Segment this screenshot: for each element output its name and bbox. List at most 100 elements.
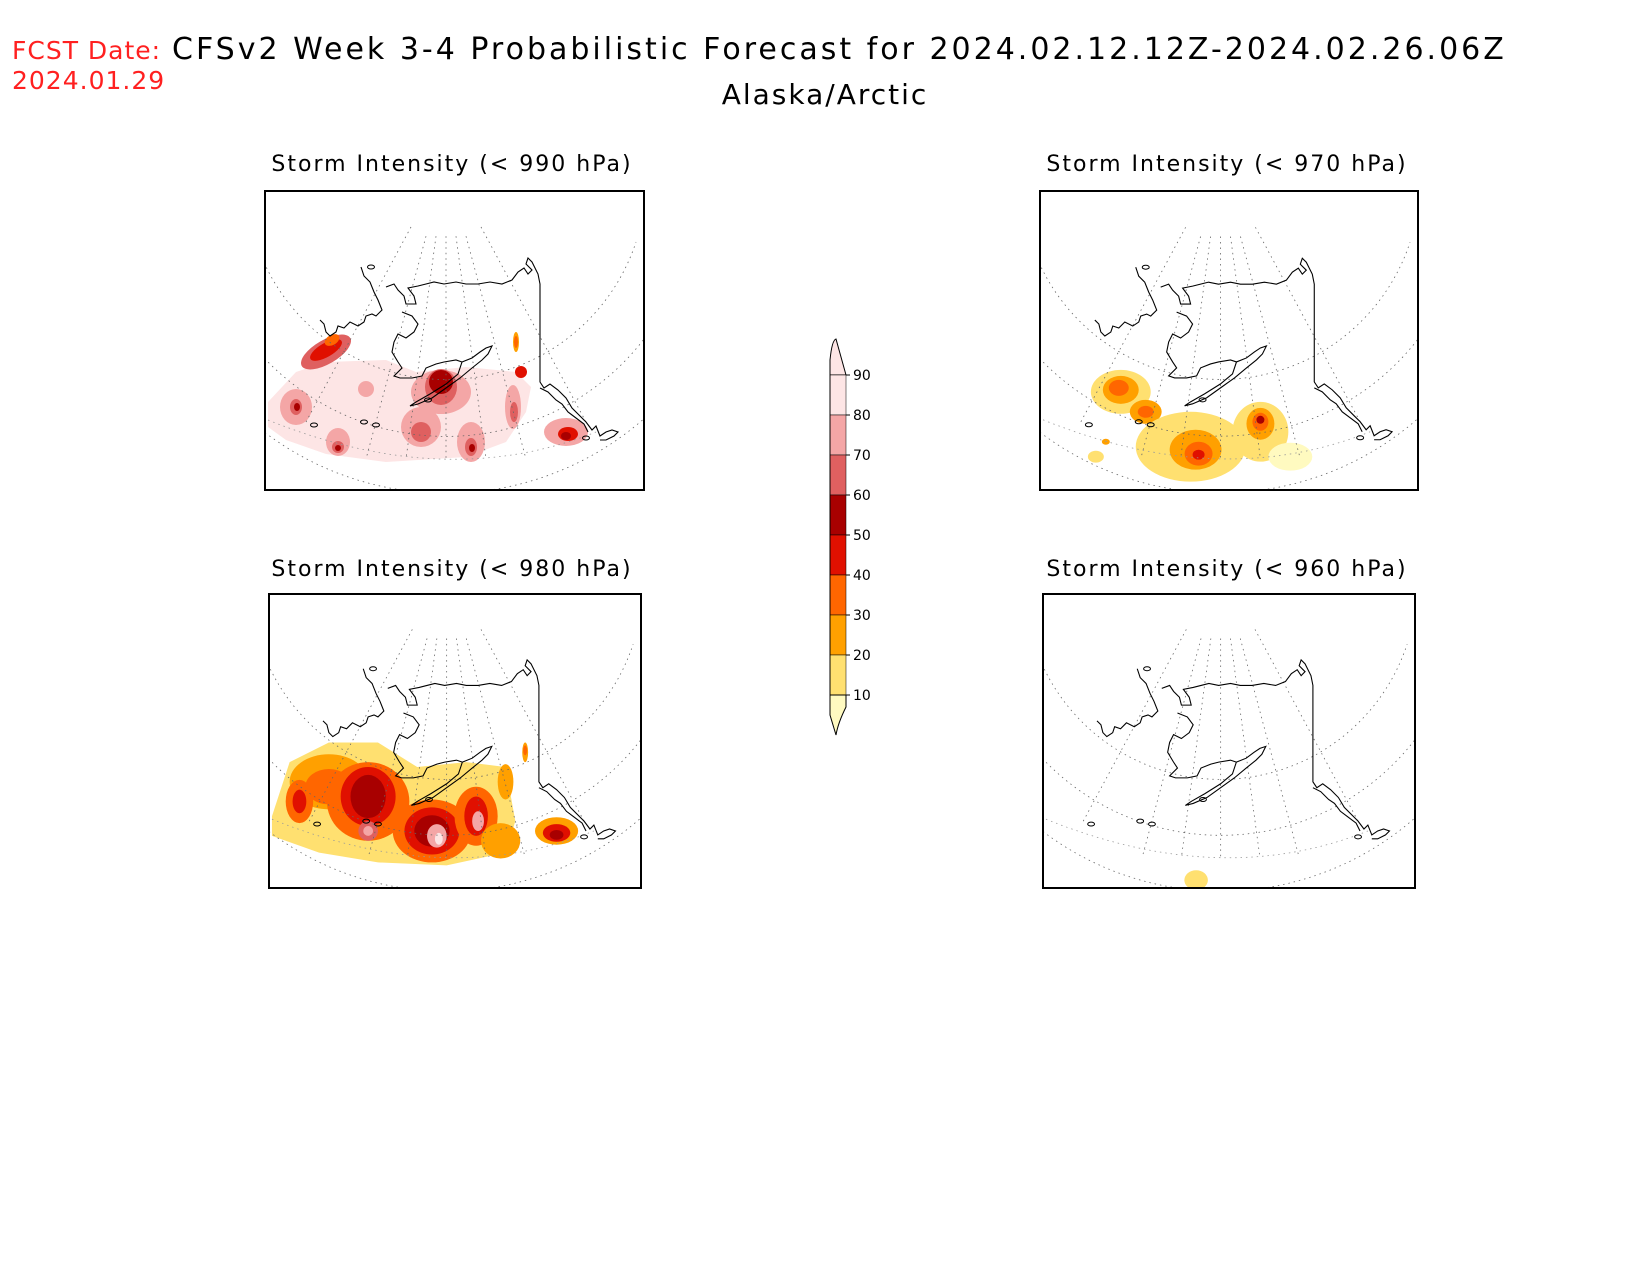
map-panel-970: [1039, 190, 1419, 491]
colorbar-box: [829, 654, 847, 696]
map-coastline: [1166, 311, 1237, 379]
map-island: [1354, 834, 1362, 840]
probability-contour: [335, 445, 341, 451]
probability-contour: [324, 334, 340, 346]
map-meridian: [1181, 638, 1212, 858]
map-panel-980: [268, 593, 642, 889]
colorbar-tick-label: 60: [853, 488, 871, 504]
map-island: [313, 821, 322, 827]
map-meridian: [407, 638, 438, 858]
colorbar-box: [829, 494, 847, 536]
colorbar-box: [829, 374, 847, 416]
map-coastline-peninsula: [1185, 745, 1267, 806]
colorbar-cap-top: [829, 338, 847, 376]
map-meridian: [1239, 638, 1300, 858]
map-coastline-peninsula: [409, 345, 494, 407]
probability-contour: [1268, 442, 1313, 471]
map-island: [1198, 397, 1207, 403]
probability-contour: [1184, 870, 1208, 887]
map-island: [1199, 797, 1207, 802]
colorbar-box: [829, 414, 847, 456]
map-coastline: [391, 311, 463, 379]
probability-contour: [292, 789, 307, 814]
colorbar-cap-bottom: [829, 694, 847, 736]
probability-contour: [294, 403, 300, 411]
map-island: [582, 435, 590, 441]
panel-title-980: Storm Intensity (< 980 hPa): [271, 557, 633, 582]
probability-contour: [481, 823, 521, 859]
map-island: [425, 797, 433, 802]
map-coastline: [1312, 787, 1361, 832]
map-meridian: [405, 236, 437, 460]
map-projection-edge: [1042, 419, 1371, 460]
panel-title-970: Storm Intensity (< 970 hPa): [1046, 152, 1408, 177]
probability-contour: [497, 764, 514, 800]
probability-contour: [1087, 450, 1104, 463]
probability-contour: [515, 366, 527, 378]
map-basemap: [1041, 227, 1417, 489]
map-projection-edge: [1045, 818, 1369, 859]
map-island: [372, 422, 380, 428]
map-parallel: [1044, 644, 1408, 780]
map-meridian: [455, 236, 487, 460]
map-coastline: [538, 787, 587, 832]
region-subtitle: Alaska/Arctic: [721, 78, 929, 111]
map-coastline-peninsula: [1184, 345, 1268, 407]
map-meridian: [456, 638, 487, 858]
map-island: [1146, 422, 1155, 428]
map-parallel: [1041, 242, 1411, 380]
colorbar-box: [829, 614, 847, 656]
probability-contour: [350, 774, 386, 819]
map-island: [1143, 666, 1151, 672]
map-meridian: [1080, 227, 1186, 422]
map-island: [1148, 821, 1156, 827]
probability-contour: [411, 422, 431, 442]
fcst-date-value: 2024.01.29: [12, 66, 166, 95]
probability-contour: [358, 381, 374, 397]
map-coastline: [539, 387, 589, 433]
colorbar-tick-label: 10: [853, 688, 871, 704]
colorbar-tick-label: 20: [853, 648, 871, 664]
map-panel-960: [1042, 593, 1416, 889]
map-meridian: [1255, 227, 1361, 422]
probability-contour: [523, 745, 528, 756]
map-island: [1084, 422, 1093, 428]
map-coastline: [393, 712, 463, 779]
colorbar-tick-label: 90: [853, 368, 871, 384]
map-meridian: [1082, 629, 1187, 822]
probability-contour: [1108, 379, 1129, 396]
map-svg-970: [1041, 227, 1417, 489]
probability-contour: [1192, 449, 1205, 460]
map-basemap: [266, 226, 643, 489]
colorbar-tick-label: 80: [853, 408, 871, 424]
probability-contour: [561, 432, 571, 440]
map-meridian: [308, 629, 413, 822]
panel-title-990: Storm Intensity (< 990 hPa): [271, 152, 633, 177]
map-coastline: [1167, 712, 1237, 779]
map-island: [580, 834, 588, 840]
map-projection-edge: [271, 818, 595, 859]
map-basemap: [1044, 629, 1414, 887]
probability-contour: [469, 444, 475, 452]
map-coastline: [1314, 387, 1363, 433]
map-coastline: [1096, 668, 1159, 738]
map-island: [1136, 818, 1145, 824]
map-coastline: [322, 668, 385, 738]
map-projection-edge: [267, 419, 597, 460]
probability-contour: [434, 832, 443, 845]
map-svg-980: [270, 629, 640, 887]
probability-contour: [472, 811, 484, 831]
probability-contour: [363, 826, 374, 836]
map-meridian: [480, 226, 587, 423]
map-island: [1141, 264, 1150, 270]
colorbar: 90 80 70 60 50 40 30 20 10: [829, 338, 871, 736]
fcst-date-label: FCST Date:: [12, 36, 162, 65]
map-island: [424, 397, 432, 403]
map-island: [1134, 419, 1143, 425]
map-parallel: [1041, 339, 1417, 437]
map-meridian: [1230, 236, 1261, 459]
page-title: CFSv2 Week 3-4 Probabilistic Forecast fo…: [172, 32, 1507, 67]
map-coastline: [385, 256, 620, 441]
map-island: [367, 264, 375, 270]
probability-contour: [510, 402, 518, 422]
